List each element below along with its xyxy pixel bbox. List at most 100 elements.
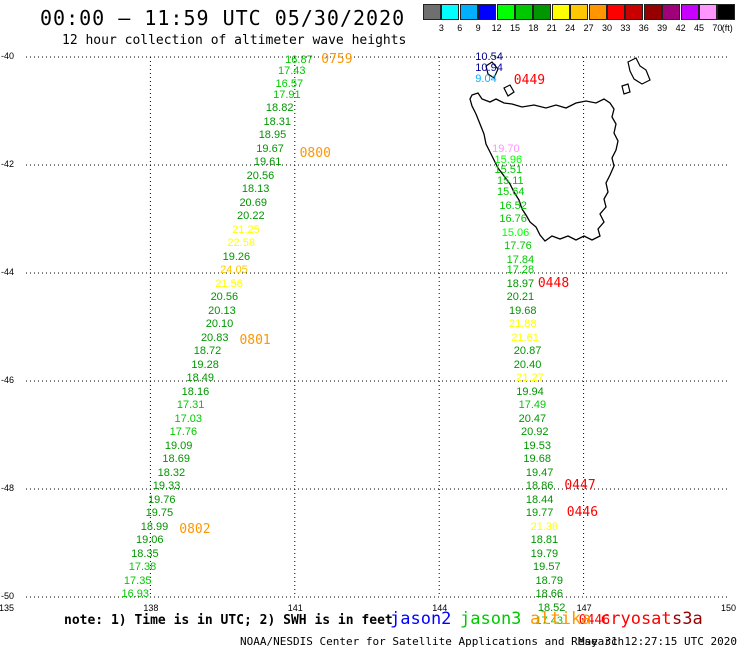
color-scale-swatch <box>533 4 552 20</box>
wave-height-value: 20.56 <box>210 291 239 304</box>
wave-height-value: 21.38 <box>530 520 559 533</box>
latitude-label: -46 <box>1 375 15 385</box>
wave-height-value: 17.91 <box>273 88 301 101</box>
wave-height-value: 20.83 <box>200 331 229 344</box>
pass-time-label: 0446 <box>566 505 599 521</box>
wave-height-value: 17.35 <box>123 574 152 587</box>
wave-height-value: 20.92 <box>521 426 549 439</box>
wave-height-value: 20.22 <box>237 210 265 223</box>
wave-height-value: 22.58 <box>227 237 255 250</box>
longitude-label: 144 <box>432 603 448 613</box>
wave-height-value: 17.28 <box>506 264 535 277</box>
color-scale-swatch <box>588 4 607 20</box>
tasmania-coastline <box>469 92 619 242</box>
island-coastline <box>485 61 499 79</box>
color-scale-swatch <box>459 4 478 20</box>
graticule <box>26 56 728 598</box>
color-scale-swatch <box>496 4 515 20</box>
pass-time-label: 0447 <box>564 478 596 494</box>
color-scale-swatch <box>643 4 662 20</box>
wave-height-value: 19.77 <box>525 507 554 520</box>
wave-height-value: 19.70 <box>492 142 520 155</box>
wave-height-value: 10.54 <box>475 51 503 63</box>
latitude-label: -48 <box>1 483 15 493</box>
wave-height-value: 21.27 <box>516 372 544 385</box>
wave-height-value: 18.69 <box>162 453 190 466</box>
color-scale-label: 70 <box>712 23 723 33</box>
wave-height-value: 17.76 <box>504 240 532 252</box>
wave-height-value: 19.28 <box>191 358 219 371</box>
color-scale-label: 18 <box>528 23 539 33</box>
satellite-legend-item: jason2 <box>390 609 452 629</box>
satellite-legend-item: s3a <box>672 609 703 629</box>
wave-height-value: 19.33 <box>152 480 181 493</box>
wave-height-value: 9.04 <box>475 72 497 85</box>
wave-height-value: 19.09 <box>164 439 193 452</box>
color-scale-swatch <box>607 4 625 20</box>
wave-height-value: 18.35 <box>131 547 159 560</box>
latitude-label: -50 <box>1 591 15 601</box>
longitude-label: 138 <box>143 603 159 613</box>
wave-height-value: 19.67 <box>256 142 284 155</box>
wave-height-value: 18.13 <box>241 183 270 196</box>
wave-height-value: 18.31 <box>263 115 292 128</box>
generated-timestamp: May 31 12:27:15 UTC 2020 <box>578 635 737 648</box>
wave-height-value: 18.44 <box>525 493 554 506</box>
island-coastline <box>627 57 651 85</box>
color-scale-label: 6 <box>457 23 463 33</box>
pass-time-label: 0801 <box>239 332 271 348</box>
color-scale-label: 27 <box>583 23 594 33</box>
longitude-label: 150 <box>721 603 737 613</box>
latitude-label: -44 <box>1 267 15 277</box>
wave-height-value: 20.47 <box>518 412 547 425</box>
satellite-legend-item: jason3 <box>460 609 522 629</box>
wave-height-value: 19.75 <box>145 507 174 520</box>
color-scale-swatch <box>423 4 441 20</box>
wave-height-value: 19.79 <box>530 547 559 560</box>
wave-height-value: 17.84 <box>506 253 535 266</box>
wave-height-value: 16.52 <box>499 199 527 212</box>
pass-time-label: 0800 <box>299 146 331 162</box>
wave-height-value: 19.26 <box>222 250 251 263</box>
color-scale-swatch <box>680 4 699 20</box>
wave-height-value: 18.99 <box>140 520 169 533</box>
color-scale-swatch <box>699 4 717 20</box>
wave-height-value: 21.56 <box>215 277 243 290</box>
pass-time-label: 0759 <box>321 51 353 67</box>
page-title: 00:00 – 11:59 UTC 05/30/2020 <box>40 6 406 30</box>
color-scale-swatch <box>662 4 681 20</box>
color-scale-label: 36 <box>638 23 649 33</box>
wave-height-value: 18.81 <box>530 534 559 547</box>
color-scale-swatch <box>515 4 533 20</box>
wave-height-value: 20.40 <box>513 358 542 371</box>
color-scale-label: 39 <box>657 23 668 33</box>
wave-height-value: 18.16 <box>181 385 210 398</box>
color-scale-swatch <box>717 4 736 20</box>
wave-height-value: 17.43 <box>277 64 306 77</box>
wave-height-value: 15.06 <box>501 226 530 239</box>
color-scale-swatch <box>625 4 644 20</box>
wave-height-value: 19.61 <box>253 156 282 169</box>
credit-line: NOAA/NESDIS Center for Satellite Applica… <box>240 635 625 648</box>
wave-height-value: 17.03 <box>174 412 202 425</box>
pass-time-label: 0802 <box>179 521 211 537</box>
satellite-legend-item: cryosat <box>600 609 672 629</box>
wave-height-value: 19.68 <box>523 453 551 466</box>
latitude-label: -40 <box>1 51 15 61</box>
wave-height-value: 18.49 <box>186 372 215 385</box>
wave-height-value: 20.13 <box>208 304 236 317</box>
wave-height-value: 18.52 <box>537 601 566 614</box>
island-coastline <box>621 83 631 95</box>
pass-time-label: 0449 <box>513 73 546 89</box>
wave-height-value: 15.96 <box>494 153 523 166</box>
color-scale-label: 24 <box>565 23 576 33</box>
wave-height-value: 15.11 <box>496 175 524 188</box>
wave-height-value: 17.31 <box>176 399 205 412</box>
color-scale-label: 9 <box>475 23 481 33</box>
color-scale-label: 42 <box>675 23 686 33</box>
wave-height-value: 15.51 <box>494 164 523 177</box>
wave-height-value: 16.93 <box>121 588 150 601</box>
wave-height-value: 21.25 <box>232 223 260 236</box>
